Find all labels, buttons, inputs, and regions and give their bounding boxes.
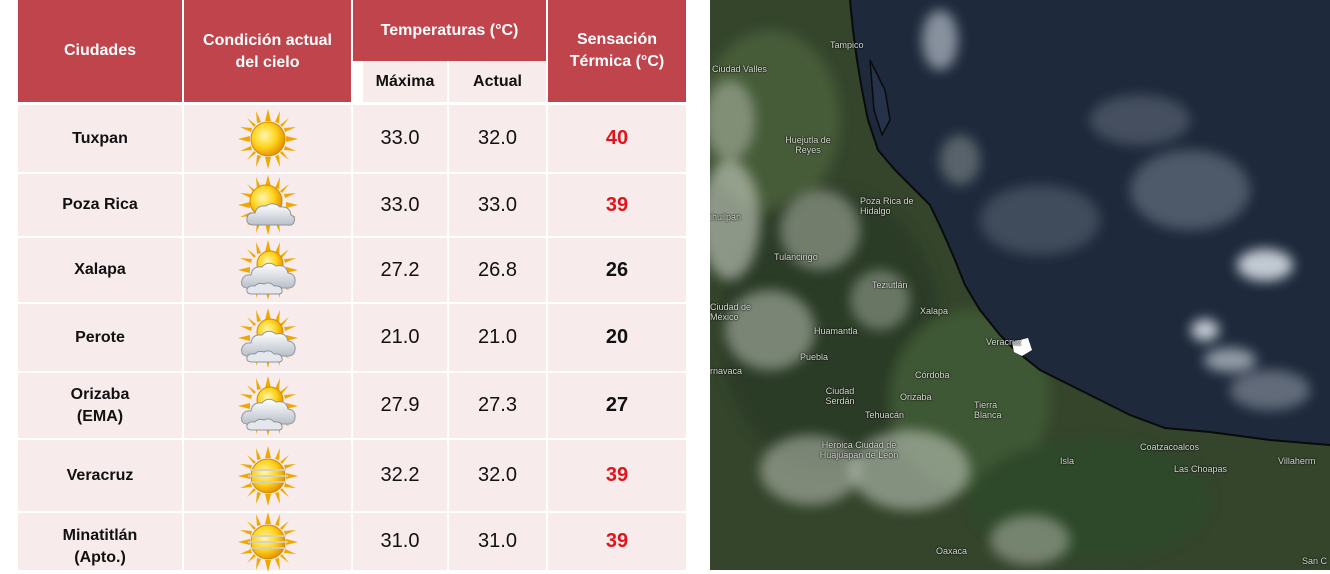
city-name-line2: (EMA): [76, 407, 124, 425]
map-label: Heroica Ciudad de Huajuapan de León: [819, 440, 899, 460]
map-label: Oaxaca: [936, 546, 968, 556]
header-current: Actual: [449, 61, 546, 102]
map-graphic: [710, 0, 1330, 570]
map-label: Puebla: [800, 352, 829, 362]
city-name: Poza Rica: [18, 174, 182, 236]
partly-cloudy-icon: [236, 173, 300, 237]
map-label: Tulancingo: [774, 252, 818, 262]
map-label: Teziutlán: [872, 280, 908, 290]
mostly-cloudy-icon: [236, 238, 300, 302]
feels-like: 39: [548, 513, 686, 570]
map-label: Las Choapas: [1174, 464, 1228, 474]
city-name: Xalapa: [18, 238, 182, 302]
city-name: Orizaba (EMA): [18, 373, 182, 438]
current-temp: 26.8: [449, 238, 546, 302]
city-name: Tuxpan: [18, 105, 182, 172]
feels-like: 20: [548, 304, 686, 371]
map-label: Huamantla: [814, 326, 858, 336]
header-feel: Sensación Térmica (°C): [548, 0, 686, 102]
map-label: Tierra Blanca: [974, 400, 1002, 420]
table-row: Minatitlán (Apto.) 31.0 31.0 39: [18, 513, 688, 570]
map-label: Tehuacán: [865, 410, 905, 420]
map-label: Córdoba: [915, 370, 950, 380]
city-name-line1: Minatitlán: [62, 527, 138, 544]
table-row: Xalapa 27.2 26.8 26: [18, 238, 688, 302]
current-temp: 32.0: [449, 440, 546, 511]
hazy-sun-icon: [236, 444, 300, 508]
current-temp: 31.0: [449, 513, 546, 570]
table-row: Orizaba (EMA) 27.9 27.3 27: [18, 373, 688, 438]
map-label: Ciudad Valles: [712, 64, 767, 74]
weather-table: Ciudades Condición actual del cielo Temp…: [18, 0, 688, 570]
city-name: Veracruz: [18, 440, 182, 511]
max-temp: 27.9: [353, 373, 447, 438]
header-sky-line2: del cielo: [235, 54, 300, 71]
header-feel-line2: Térmica (°C): [569, 53, 665, 70]
map-label: Coatzacoalcos: [1140, 442, 1200, 452]
map-label: Huejutla de Reyes: [785, 135, 831, 155]
city-name-line1: Orizaba: [70, 385, 130, 403]
sunny-icon: [236, 107, 300, 171]
max-temp: 32.2: [353, 440, 447, 511]
map-label: Tampico: [830, 40, 864, 50]
feels-like: 26: [548, 238, 686, 302]
map-label: Villaherm: [1278, 456, 1316, 466]
sky-cell: [184, 105, 351, 172]
mostly-cloudy-icon: [236, 374, 300, 438]
current-temp: 32.0: [449, 105, 546, 172]
header-sky-condition: Condición actual del cielo: [184, 0, 351, 102]
current-temp: 21.0: [449, 304, 546, 371]
city-name-line2: (Apto.): [74, 549, 126, 566]
map-label: Poza Rica de Hidalgo: [860, 196, 914, 216]
sky-cell: [184, 440, 351, 511]
header-feel-line1: Sensación: [576, 31, 658, 48]
current-temp: 33.0: [449, 174, 546, 236]
table-row: Perote 21.0 21.0 20: [18, 304, 688, 371]
mostly-cloudy-icon: [236, 306, 300, 370]
table-row: Poza Rica 33.0 33.0 39: [18, 174, 688, 236]
sky-cell: [184, 513, 351, 570]
header-sky-line1: Condición actual: [203, 32, 332, 49]
max-temp: 21.0: [353, 304, 447, 371]
max-temp: 31.0: [353, 513, 447, 570]
map-label: Orizaba: [900, 392, 932, 402]
sky-cell: [184, 174, 351, 236]
city-name: Perote: [18, 304, 182, 371]
max-temp: 27.2: [353, 238, 447, 302]
table-row: Veracruz 32.2 32.0 39: [18, 440, 688, 511]
sky-cell: [184, 304, 351, 371]
map-label: Ciudad Serdán: [825, 386, 855, 406]
sky-cell: [184, 373, 351, 438]
table-row: Tuxpan 33.0 32.0 40: [18, 105, 688, 172]
hazy-sun-icon: [236, 510, 300, 574]
map-label: rnavaca: [710, 366, 743, 376]
feels-like: 39: [548, 174, 686, 236]
current-temp: 27.3: [449, 373, 546, 438]
header-cities: Ciudades: [18, 0, 182, 102]
map-label: Ciudad de México: [710, 302, 752, 322]
map-label: ihuilpan: [710, 212, 742, 222]
header-max: Máxima: [363, 61, 447, 102]
map-label: Xalapa: [920, 306, 949, 316]
map-label: Isla: [1060, 456, 1075, 466]
city-name: Minatitlán (Apto.): [18, 513, 182, 570]
feels-like: 39: [548, 440, 686, 511]
satellite-map: Tampico Ciudad Valles Huejutla de Reyes …: [710, 0, 1330, 570]
map-label: Veracruz: [986, 337, 1022, 347]
feels-like: 40: [548, 105, 686, 172]
feels-like: 27: [548, 373, 686, 438]
sky-cell: [184, 238, 351, 302]
header-temperatures: Temperaturas (°C): [353, 0, 546, 61]
max-temp: 33.0: [353, 105, 447, 172]
map-label: San C: [1302, 556, 1328, 566]
max-temp: 33.0: [353, 174, 447, 236]
